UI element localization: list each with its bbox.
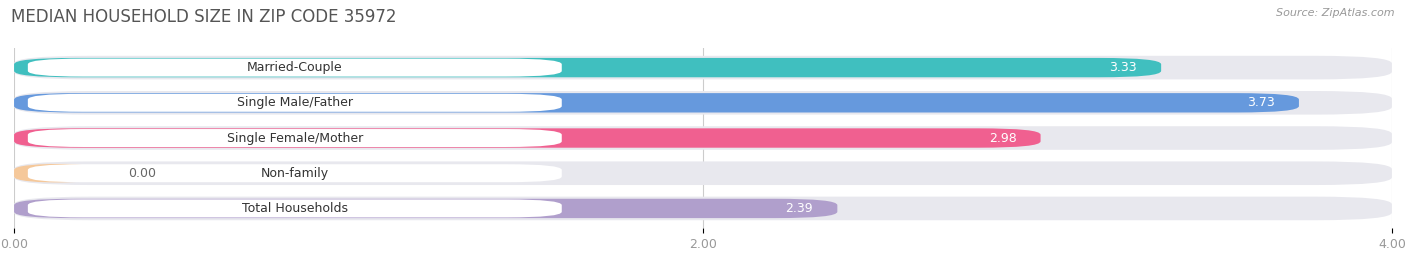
FancyBboxPatch shape bbox=[14, 56, 1392, 79]
FancyBboxPatch shape bbox=[14, 58, 1161, 77]
Text: 0.00: 0.00 bbox=[128, 167, 156, 180]
FancyBboxPatch shape bbox=[28, 59, 562, 77]
Text: 2.39: 2.39 bbox=[786, 202, 813, 215]
FancyBboxPatch shape bbox=[28, 129, 562, 147]
FancyBboxPatch shape bbox=[14, 126, 1392, 150]
FancyBboxPatch shape bbox=[14, 161, 1392, 185]
FancyBboxPatch shape bbox=[14, 93, 1299, 113]
Text: Total Households: Total Households bbox=[242, 202, 347, 215]
Text: Non-family: Non-family bbox=[260, 167, 329, 180]
Text: Single Male/Father: Single Male/Father bbox=[236, 96, 353, 109]
FancyBboxPatch shape bbox=[14, 197, 1392, 220]
Text: 3.33: 3.33 bbox=[1109, 61, 1137, 74]
FancyBboxPatch shape bbox=[14, 91, 1392, 115]
Text: Married-Couple: Married-Couple bbox=[247, 61, 343, 74]
FancyBboxPatch shape bbox=[14, 163, 100, 183]
Text: MEDIAN HOUSEHOLD SIZE IN ZIP CODE 35972: MEDIAN HOUSEHOLD SIZE IN ZIP CODE 35972 bbox=[11, 8, 396, 26]
FancyBboxPatch shape bbox=[28, 199, 562, 217]
Text: 2.98: 2.98 bbox=[988, 132, 1017, 144]
Text: 3.73: 3.73 bbox=[1247, 96, 1275, 109]
FancyBboxPatch shape bbox=[14, 199, 838, 218]
Text: Single Female/Mother: Single Female/Mother bbox=[226, 132, 363, 144]
FancyBboxPatch shape bbox=[28, 94, 562, 112]
Text: Source: ZipAtlas.com: Source: ZipAtlas.com bbox=[1277, 8, 1395, 18]
FancyBboxPatch shape bbox=[28, 164, 562, 182]
FancyBboxPatch shape bbox=[14, 128, 1040, 148]
